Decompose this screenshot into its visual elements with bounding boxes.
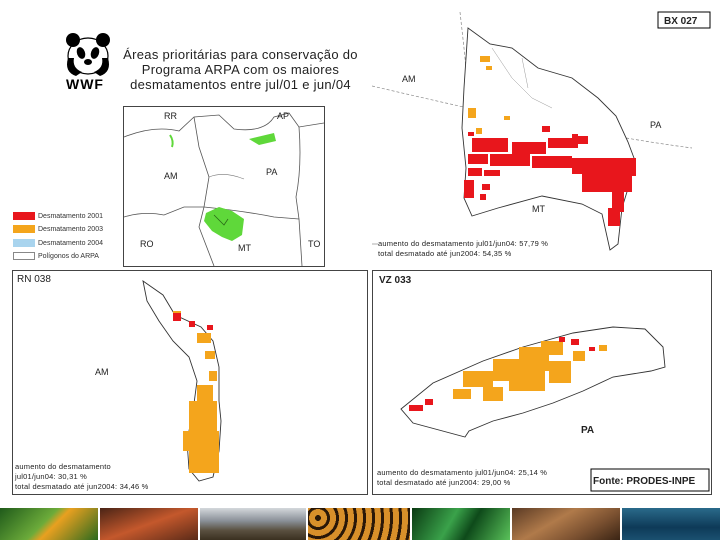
bx027-stat-increase: aumento do desmatamento jul01/jun04: 57,… — [378, 239, 549, 248]
rn038-stat-total: total desmatado até jun2004: 34,46 % — [15, 482, 149, 491]
photo-water — [622, 508, 720, 540]
panel-vz033: VZ 033 PA aumento do desmatamento jul01/… — [372, 270, 712, 495]
title-line-3: desmatamentos entre jul/01 e jun/04 — [130, 77, 351, 92]
overview-label-ap: AP — [277, 111, 290, 121]
wwf-logo: WWF — [62, 28, 114, 92]
legend-item: Desmatamento 2004 — [13, 238, 103, 248]
vz033-label-pa: PA — [581, 425, 595, 436]
page-title: Áreas prioritárias para conservação do P… — [118, 47, 363, 92]
photo-person — [100, 508, 198, 540]
photo-landscape — [200, 508, 306, 540]
legend-label: Desmatamento 2004 — [38, 239, 103, 247]
panel-bx027: BX 027 AM PA MT — [372, 8, 712, 268]
legend-swatch — [13, 225, 35, 233]
vz033-title: VZ 033 — [379, 275, 412, 286]
overview-map: RR AP AM PA RO MT TO — [123, 106, 325, 267]
legend-swatch — [13, 239, 35, 247]
overview-map-drawing — [124, 112, 324, 266]
overview-label-rr: RR — [164, 111, 177, 121]
rn038-deforestation-red — [173, 313, 213, 330]
overview-label-pa: PA — [266, 167, 278, 177]
vz033-map — [400, 326, 710, 492]
rn038-title: RN 038 — [17, 274, 51, 285]
rn038-stat-label: aumento do desmatamento — [15, 462, 111, 471]
rn038-label-am: AM — [95, 367, 109, 377]
panel-rn038: RN 038 AM aumento do desmatamento jul01/… — [12, 270, 368, 495]
legend-label: Polígonos do ARPA — [38, 252, 99, 260]
photo-leaves — [412, 508, 510, 540]
legend-label: Desmatamento 2001 — [38, 212, 103, 220]
bx027-title: BX 027 — [664, 16, 698, 27]
wwf-logo-text: WWF — [66, 76, 104, 92]
rn038-map — [142, 279, 222, 482]
legend-swatch — [13, 252, 35, 260]
panda-icon — [66, 33, 110, 76]
source-credit: Fonte: PRODES-INPE — [593, 476, 696, 487]
bx027-stat-total: total desmatado até jun2004: 54,35 % — [378, 249, 512, 258]
title-line-2: Programa ARPA com os maiores — [141, 62, 340, 77]
arpa-polygon-ap — [249, 133, 276, 145]
bx027-map — [372, 11, 711, 251]
overview-label-mt: MT — [238, 243, 251, 253]
overview-label-to: TO — [308, 239, 321, 249]
bx027-deforestation-red — [464, 126, 636, 226]
bx027-label-pa: PA — [650, 120, 662, 130]
arpa-polygon-mt — [204, 207, 244, 241]
legend-swatch — [13, 212, 35, 220]
overview-label-am: AM — [164, 171, 178, 181]
legend-item: Polígonos do ARPA — [13, 251, 99, 261]
arpa-polygon-rr — [169, 134, 174, 148]
bx027-label-am: AM — [402, 74, 416, 84]
legend-item: Desmatamento 2003 — [13, 224, 103, 234]
photo-jaguar — [308, 508, 410, 540]
photo-children — [512, 508, 620, 540]
rn038-stat-increase: jul01/jun04: 30,31 % — [15, 472, 87, 481]
legend-label: Desmatamento 2003 — [38, 225, 103, 233]
bx027-label-mt: MT — [532, 204, 545, 214]
photo-frog — [0, 508, 98, 540]
rn038-deforestation-orange — [173, 311, 219, 473]
legend-item: Desmatamento 2001 — [13, 211, 103, 221]
vz033-stat-total: total desmatado até jun2004: 29,00 % — [377, 478, 511, 487]
vz033-deforestation-red — [409, 337, 595, 411]
overview-label-ro: RO — [140, 239, 154, 249]
vz033-stat-increase: aumento do desmatamento jul01/jun04: 25,… — [377, 468, 548, 477]
title-line-1: Áreas prioritárias para conservação do — [123, 47, 358, 62]
vz033-deforestation-orange — [453, 341, 607, 401]
